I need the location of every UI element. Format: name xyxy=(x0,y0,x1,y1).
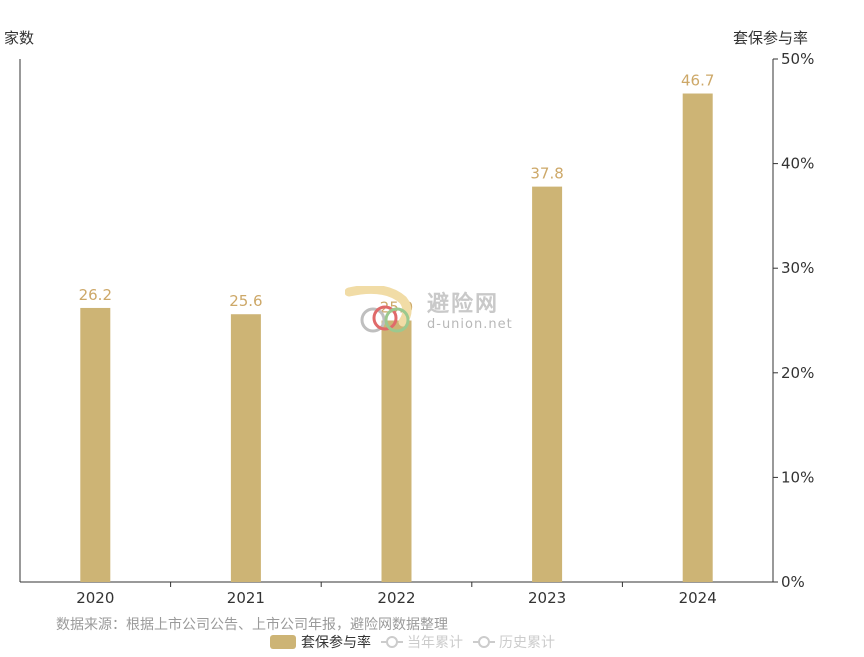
right-axis-tick-label: 20% xyxy=(781,364,814,382)
left-axis-title: 家数 xyxy=(4,29,35,47)
bar-data-label: 46.7 xyxy=(681,72,714,90)
source-note: 数据来源：根据上市公司公告、上市公司年报，避险网数据整理 xyxy=(56,617,448,633)
x-axis-tick-label: 2023 xyxy=(528,589,566,607)
right-axis-tick-label: 30% xyxy=(781,259,814,277)
bar xyxy=(532,186,563,582)
legend-line-marker-icon xyxy=(381,635,403,649)
legend-label-rate: 套保参与率 xyxy=(301,635,371,651)
right-axis-tick-label: 0% xyxy=(781,573,805,591)
legend: 套保参与率 当年累计 历史累计 xyxy=(270,632,565,652)
bar-data-label: 37.8 xyxy=(530,165,563,183)
right-axis-title: 套保参与率 xyxy=(733,29,809,47)
legend-item-annual-total[interactable]: 当年累计 xyxy=(381,632,463,652)
legend-item-history-total[interactable]: 历史累计 xyxy=(473,632,555,652)
x-axis-tick-label: 2024 xyxy=(679,589,717,607)
x-axis-tick-label: 2020 xyxy=(76,589,114,607)
bar xyxy=(230,314,261,582)
watermark-logo: 避险网 d-union.net xyxy=(344,284,515,336)
bar xyxy=(80,307,111,582)
bar xyxy=(682,93,713,582)
legend-item-rate[interactable]: 套保参与率 xyxy=(270,632,371,652)
right-axis-tick-label: 40% xyxy=(781,155,814,173)
bar-data-label: 26.2 xyxy=(79,286,112,304)
x-axis-tick-label: 2021 xyxy=(227,589,265,607)
legend-label-history-total: 历史累计 xyxy=(499,635,555,651)
legend-line-marker-icon xyxy=(473,635,495,649)
x-axis-tick-label: 2022 xyxy=(377,589,415,607)
legend-label-annual-total: 当年累计 xyxy=(407,635,463,651)
watermark-brand: 避险网 xyxy=(427,292,500,317)
watermark-emblem-icon xyxy=(344,284,412,333)
right-axis-tick-label: 50% xyxy=(781,50,814,68)
watermark-url: d-union.net xyxy=(427,317,513,332)
right-axis-tick-label: 10% xyxy=(781,468,814,486)
bar-data-label: 25.6 xyxy=(229,292,262,310)
legend-swatch xyxy=(270,635,296,649)
bar xyxy=(381,320,412,582)
